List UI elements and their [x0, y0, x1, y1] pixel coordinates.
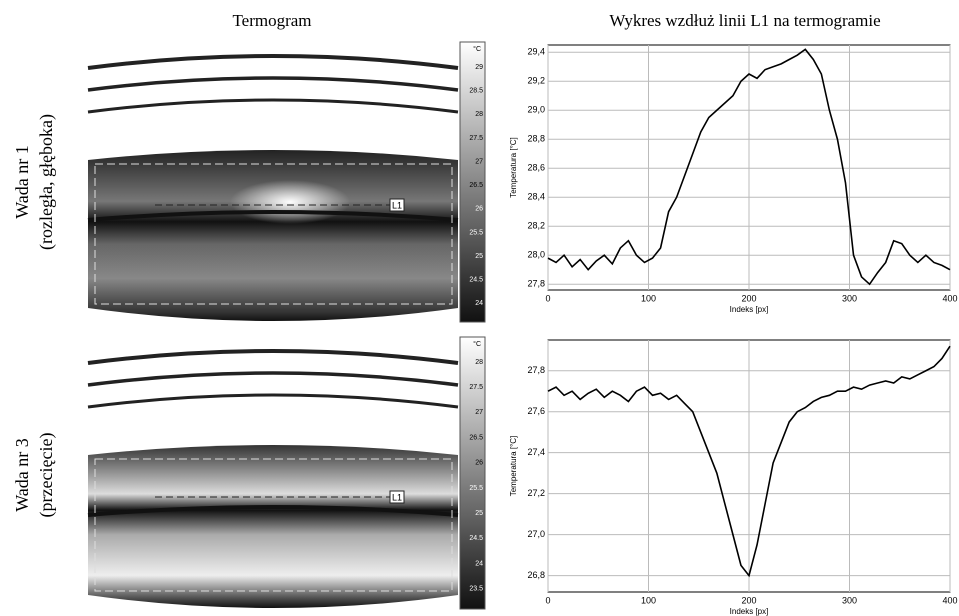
- line-label: L1: [392, 200, 402, 210]
- y-tick-label: 27,2: [527, 488, 545, 498]
- scale-label: 25.5: [469, 485, 483, 492]
- x-tick-label: 100: [641, 595, 656, 605]
- scale-label: 26: [475, 460, 483, 467]
- column-title: Wykres wzdłuż linii L1 na termogramie: [609, 11, 880, 30]
- column-title: Termogram: [232, 11, 311, 30]
- line-label-box: [389, 490, 405, 504]
- ring-edge: [87, 505, 459, 517]
- y-axis-label: Temperatura [°C]: [509, 436, 518, 497]
- y-axis-label: Temperatura [°C]: [509, 137, 518, 198]
- ring-edge: [87, 210, 459, 222]
- scale-label: 25: [475, 510, 483, 517]
- scale-label: 28: [475, 111, 483, 118]
- y-tick-label: 29,4: [527, 47, 545, 57]
- roi-box: [94, 458, 453, 592]
- ring-edge: [87, 76, 459, 92]
- ring-edge: [87, 349, 459, 365]
- y-tick-label: 26,8: [527, 570, 545, 580]
- x-tick-label: 0: [545, 293, 550, 303]
- y-tick-label: 27,0: [527, 529, 545, 539]
- scale-unit: °C: [473, 45, 481, 53]
- scale-label: 24.5: [469, 277, 483, 284]
- y-tick-label: 27,8: [527, 365, 545, 375]
- scale-label: 26: [475, 206, 483, 213]
- ring-edge: [87, 371, 459, 387]
- x-axis-label: Indeks [px]: [730, 607, 769, 616]
- scale-label: 26.5: [469, 182, 483, 189]
- roi-box: [94, 163, 453, 305]
- row-label: Wada nr 1: [12, 145, 32, 219]
- scale-label: 27.5: [469, 384, 483, 391]
- x-tick-label: 300: [842, 293, 857, 303]
- y-tick-label: 28,6: [527, 163, 545, 173]
- x-tick-label: 200: [741, 293, 756, 303]
- scale-label: 27: [475, 409, 483, 416]
- thermogram-body: [88, 150, 458, 321]
- thermogram-body: [88, 445, 458, 608]
- scale-label: 29: [475, 64, 483, 71]
- scale-label: 28.5: [469, 87, 483, 94]
- data-line: [547, 48, 951, 286]
- ring-edge: [87, 98, 459, 114]
- scale-label: 24: [475, 300, 483, 307]
- y-tick-label: 29,2: [527, 76, 545, 86]
- ring-edge: [87, 54, 459, 70]
- x-axis-label: Indeks [px]: [730, 305, 769, 314]
- x-tick-label: 200: [741, 595, 756, 605]
- scale-unit: °C: [473, 340, 481, 348]
- y-tick-label: 27,4: [527, 447, 545, 457]
- scale-label: 28: [475, 359, 483, 366]
- row-label: (rozległa, głęboka): [36, 114, 57, 250]
- row-label: Wada nr 3: [12, 438, 32, 512]
- scale-label: 25.5: [469, 229, 483, 236]
- x-tick-label: 300: [842, 595, 857, 605]
- x-tick-label: 0: [545, 595, 550, 605]
- line-label: L1: [392, 492, 402, 502]
- color-scale: [459, 336, 486, 610]
- x-tick-label: 100: [641, 293, 656, 303]
- y-tick-label: 28,2: [527, 221, 545, 231]
- y-tick-label: 28,8: [527, 134, 545, 144]
- y-tick-label: 28,0: [527, 250, 545, 260]
- data-line: [547, 345, 951, 578]
- scale-label: 25: [475, 253, 483, 260]
- y-tick-label: 29,0: [527, 105, 545, 115]
- scale-label: 27: [475, 158, 483, 165]
- scale-label: 24.5: [469, 535, 483, 542]
- scale-label: 24: [475, 560, 483, 567]
- x-tick-label: 400: [942, 293, 957, 303]
- hot-spot: [230, 180, 350, 224]
- y-tick-label: 27,8: [527, 279, 545, 289]
- row-label: (przecięcie): [36, 433, 57, 518]
- y-tick-label: 27,6: [527, 406, 545, 416]
- scale-label: 23.5: [469, 586, 483, 593]
- y-tick-label: 28,4: [527, 192, 545, 202]
- ring-edge: [87, 393, 459, 409]
- color-scale: [459, 41, 486, 323]
- scale-label: 26.5: [469, 434, 483, 441]
- line-label-box: [389, 198, 405, 212]
- scale-label: 27.5: [469, 135, 483, 142]
- x-tick-label: 400: [942, 595, 957, 605]
